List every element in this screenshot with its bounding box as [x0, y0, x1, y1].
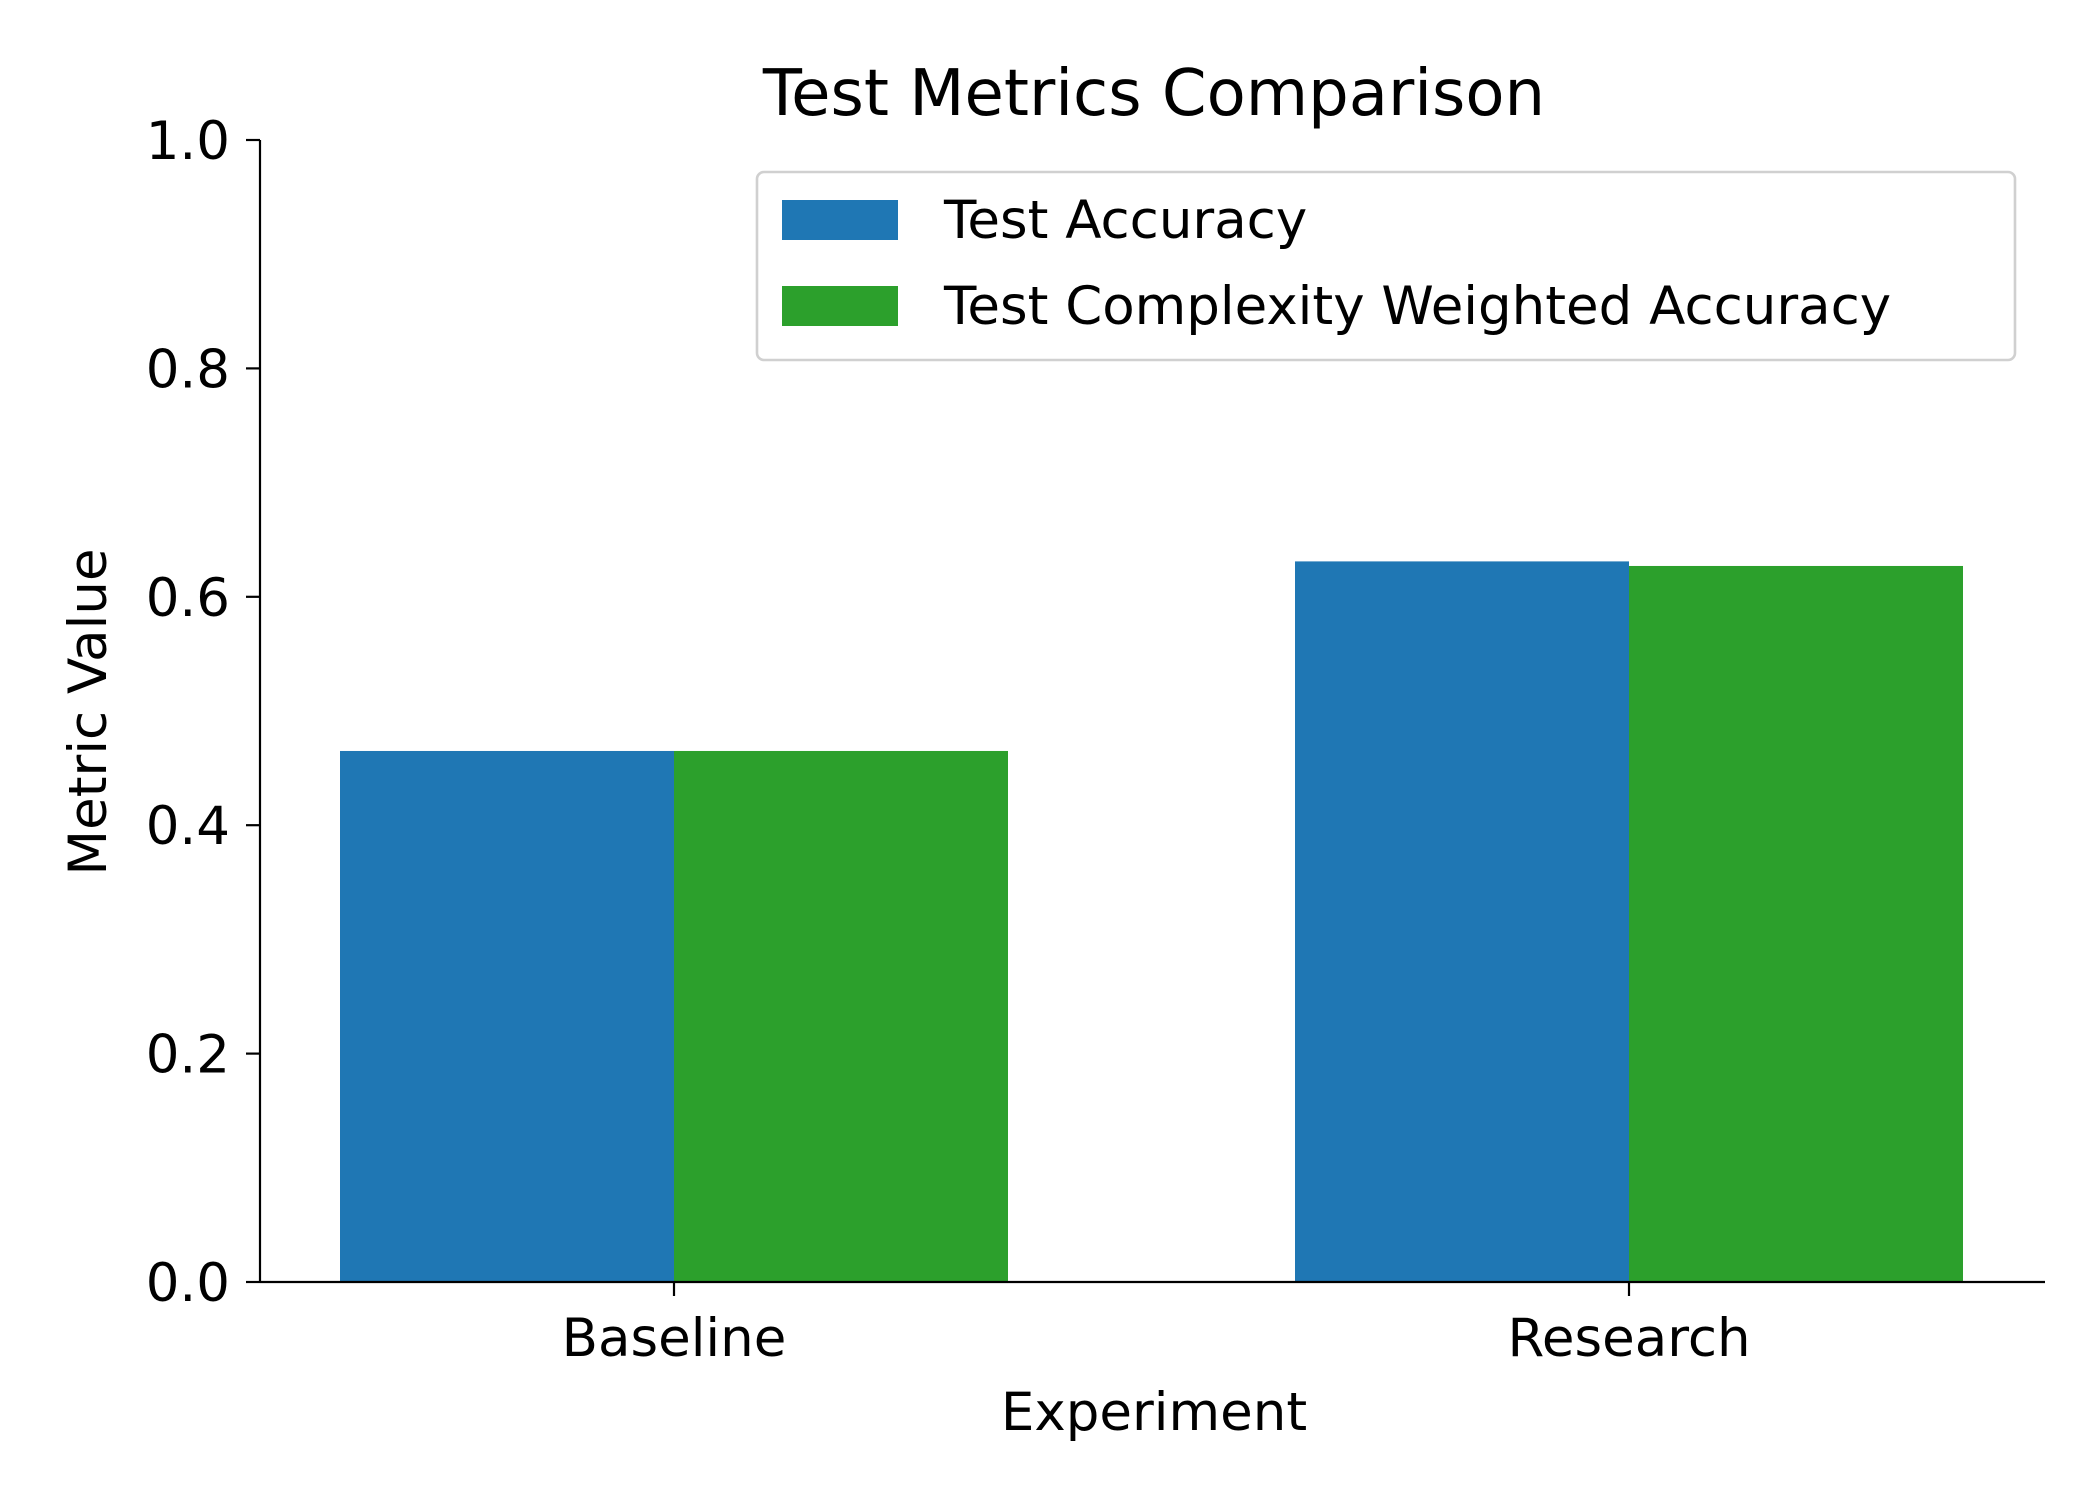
bar-research-test-accuracy [1295, 561, 1629, 1282]
legend-swatch-test-complexity-weighted-accuracy [782, 286, 898, 326]
y-tick-label: 0.6 [146, 568, 230, 629]
x-axis-label: Experiment [1001, 1382, 1307, 1443]
y-tick-label: 1.0 [146, 111, 230, 172]
bar-baseline-test-accuracy [340, 750, 674, 1282]
y-tick-label: 0.8 [146, 339, 230, 400]
bar-research-test-complexity-weighted-accuracy [1629, 565, 1963, 1282]
y-axis-ticks: 0.0 0.2 0.4 0.6 0.8 1.0 [146, 111, 260, 1314]
legend-frame [755, 170, 2017, 362]
x-tick-label-research: Research [1507, 1308, 1750, 1369]
bar-baseline-test-complexity-weighted-accuracy [674, 750, 1008, 1282]
y-axis-label: Metric Value [58, 548, 119, 875]
x-axis-ticks: Baseline Research [562, 1282, 1751, 1369]
legend-swatch-test-accuracy [782, 200, 898, 240]
bars-layer [340, 561, 1963, 1282]
y-tick-label: 0.2 [146, 1025, 230, 1086]
x-tick-label-baseline: Baseline [562, 1308, 787, 1369]
legend-label-test-complexity-weighted-accuracy: Test Complexity Weighted Accuracy [943, 276, 1891, 337]
chart-title: Test Metrics Comparison [762, 57, 1545, 131]
legend-label-test-accuracy: Test Accuracy [943, 190, 1307, 251]
y-tick-label: 0.0 [146, 1253, 230, 1314]
legend: Test Accuracy Test Complexity Weighted A… [755, 170, 2017, 362]
y-tick-label: 0.4 [146, 796, 230, 857]
